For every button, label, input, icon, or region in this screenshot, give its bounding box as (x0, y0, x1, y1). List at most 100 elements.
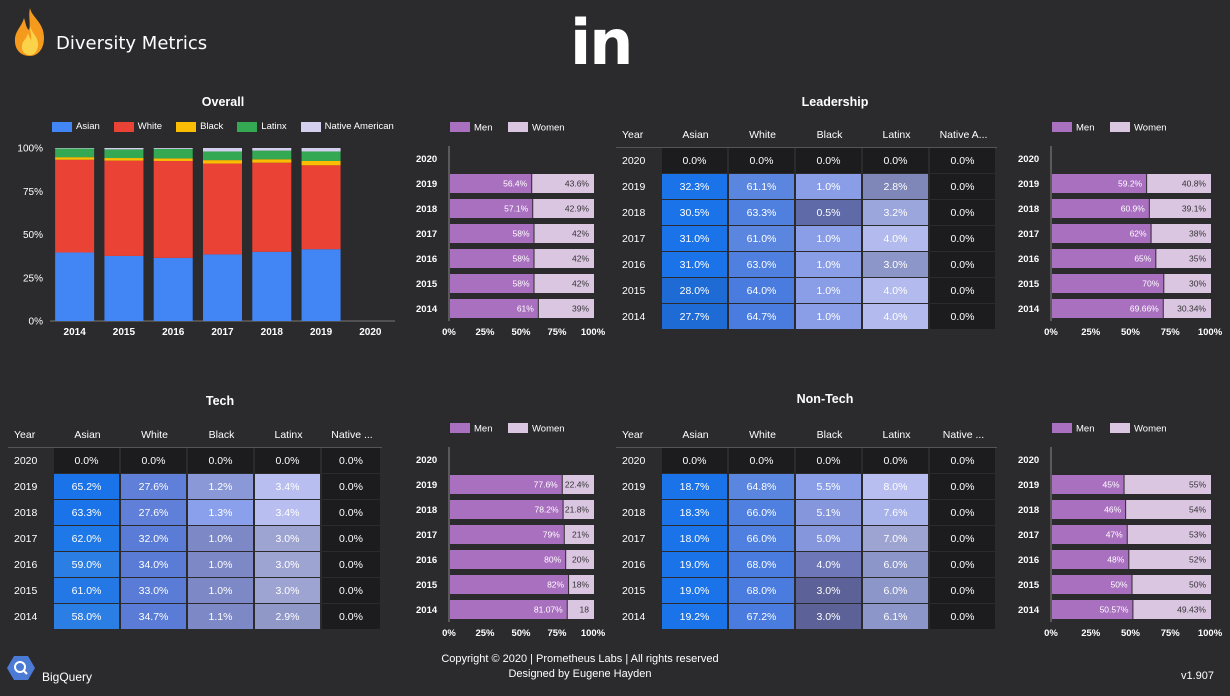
column-header[interactable]: Asian (54, 422, 121, 448)
column-header[interactable]: White (121, 422, 188, 448)
year-label: 2017 (1018, 229, 1039, 240)
column-header[interactable]: Latinx (255, 422, 322, 448)
x-tick-label: 2018 (261, 327, 284, 338)
table-cell: 2014 (8, 604, 54, 630)
column-header[interactable]: Black (796, 422, 863, 448)
year-label: 2017 (1018, 530, 1039, 541)
men-value-label: 47% (1106, 530, 1123, 540)
women-bar (1129, 550, 1211, 569)
table-cell: 19.0% (662, 578, 729, 604)
women-bar (534, 274, 594, 293)
table-cell: 67.2% (729, 604, 796, 630)
column-header[interactable]: Latinx (863, 122, 930, 148)
men-bar (450, 224, 534, 243)
column-header[interactable]: Black (188, 422, 255, 448)
bar-segment-asian (55, 252, 95, 321)
table-cell: 27.6% (121, 500, 188, 526)
women-bar (532, 174, 594, 193)
bar-segment-white (203, 163, 242, 255)
table-cell: 63.0% (729, 252, 796, 278)
table-cell: 31.0% (662, 226, 729, 252)
x-tick-label: 0% (442, 628, 456, 639)
bar-segment-black (153, 158, 193, 161)
year-label: 2018 (416, 505, 437, 516)
bigquery-label: BigQuery (42, 670, 93, 684)
year-label: 2015 (1018, 580, 1040, 591)
leadership-title: Leadership (801, 95, 869, 109)
table-cell: 1.0% (796, 226, 863, 252)
men-value-label: 81.07% (534, 605, 563, 615)
gender-legend: Men Women (450, 423, 565, 435)
y-tick-label: 75% (23, 187, 43, 198)
column-header[interactable]: Native ... (930, 422, 997, 448)
bar-segment-white (55, 159, 95, 253)
men-bar (1052, 274, 1164, 293)
women-bar (566, 550, 594, 569)
year-label: 2020 (416, 455, 437, 466)
women-value-label: 21% (572, 530, 589, 540)
table-cell: 0.0% (796, 148, 863, 174)
women-value-label: 50% (1189, 580, 1206, 590)
table-cell: 32.0% (121, 526, 188, 552)
table-cell: 0.0% (322, 552, 382, 578)
tech-gender-chart: Men Women 2020 2019 77.6% 22.4% 2018 78.2% 21.8%… (410, 419, 606, 644)
table-cell: 0.0% (322, 448, 382, 474)
column-header[interactable]: Native ... (322, 422, 382, 448)
women-value-label: 40.8% (1182, 179, 1207, 189)
column-header[interactable]: Year (616, 422, 662, 448)
column-header[interactable]: Asian (662, 122, 729, 148)
column-header[interactable]: White (729, 422, 796, 448)
nontech-table: Year Asian White Black Latinx Native ... 2020 0… (616, 422, 997, 630)
table-cell: 27.6% (121, 474, 188, 500)
legend-women-swatch (1110, 423, 1130, 433)
bar-segment-latinx (252, 150, 292, 160)
table-row: 2014 19.2% 67.2% 3.0% 6.1% 0.0% (616, 604, 997, 630)
legend-men-swatch (1052, 122, 1072, 132)
bar-segment-asian (203, 254, 242, 321)
table-cell: 1.0% (796, 174, 863, 200)
table-cell: 8.0% (863, 474, 930, 500)
table-cell: 0.0% (930, 448, 997, 474)
y-tick-label: 0% (29, 317, 44, 328)
overall-title: Overall (201, 95, 245, 109)
column-header[interactable]: Black (796, 122, 863, 148)
year-label: 2019 (1018, 480, 1039, 491)
y-tick-label: 100% (17, 144, 43, 155)
column-header[interactable]: Year (616, 122, 662, 148)
table-row: 2018 30.5% 63.3% 0.5% 3.2% 0.0% (616, 200, 997, 226)
table-cell: 0.0% (930, 552, 997, 578)
legend-men: Men (1076, 123, 1094, 134)
bar-segment-white (104, 160, 144, 256)
men-bar (450, 249, 534, 268)
column-header[interactable]: Asian (662, 422, 729, 448)
women-value-label: 22.4% (565, 480, 590, 490)
men-value-label: 79% (543, 530, 560, 540)
bar-segment-asian (104, 255, 144, 321)
men-value-label: 77.6% (534, 480, 559, 490)
column-header[interactable]: White (729, 122, 796, 148)
women-value-label: 43.6% (565, 179, 590, 189)
year-label: 2014 (1018, 304, 1040, 315)
bar-segment-black (104, 158, 144, 161)
women-value-label: 18% (572, 580, 589, 590)
table-cell: 0.0% (322, 500, 382, 526)
women-bar (569, 575, 594, 594)
column-header[interactable]: Native A... (930, 122, 997, 148)
table-cell: 34.7% (121, 604, 188, 630)
women-value-label: 39% (572, 304, 589, 314)
women-value-label: 38% (1189, 229, 1206, 239)
table-cell: 19.0% (662, 552, 729, 578)
legend-white: White (113, 121, 162, 132)
table-cell: 0.0% (729, 148, 796, 174)
year-label: 2017 (416, 530, 437, 541)
table-cell: 5.0% (796, 526, 863, 552)
table-cell: 0.0% (930, 578, 997, 604)
women-value-label: 18 (580, 605, 590, 615)
column-header[interactable]: Year (8, 422, 54, 448)
men-value-label: 60.9% (1121, 204, 1146, 214)
women-value-label: 42% (572, 229, 589, 239)
bigquery-icon (7, 656, 35, 680)
year-label: 2016 (416, 555, 437, 566)
column-header[interactable]: Latinx (863, 422, 930, 448)
table-cell: 1.0% (796, 304, 863, 330)
